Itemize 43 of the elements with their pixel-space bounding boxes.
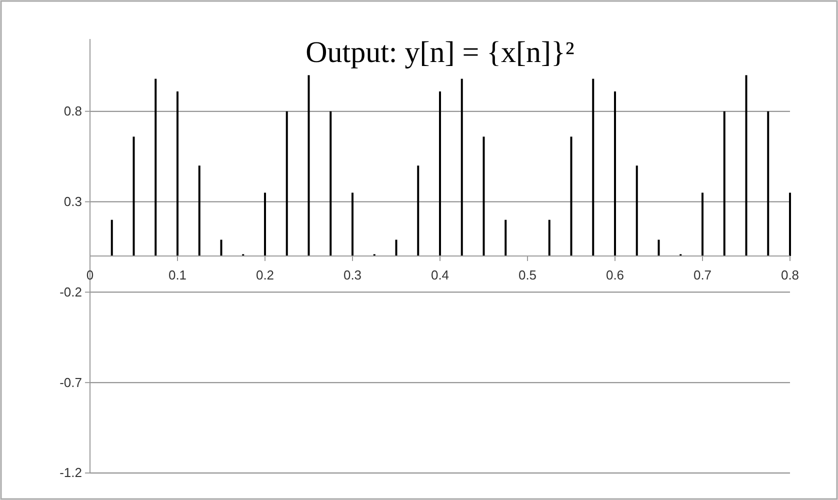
y-tick-label: -0.2: [60, 284, 82, 300]
x-tick-label: 0.3: [343, 268, 362, 283]
bar: [154, 78, 157, 256]
y-tick-label: 0.3: [64, 194, 82, 209]
bar: [548, 220, 550, 256]
bar: [614, 91, 616, 256]
y-tick-label: -0.7: [60, 374, 82, 390]
bar: [417, 166, 420, 256]
bar: [504, 220, 507, 256]
bar: [264, 192, 266, 256]
bar: [286, 111, 288, 256]
x-tick-label: 0.1: [168, 268, 187, 283]
bar: [789, 192, 791, 256]
bar: [636, 166, 638, 256]
bar: [176, 91, 178, 256]
bar: [308, 75, 310, 256]
bar: [110, 220, 113, 256]
bar: [439, 91, 441, 256]
bar: [658, 240, 660, 256]
bar: [395, 240, 398, 256]
bar: [220, 240, 222, 256]
bar: [330, 111, 332, 256]
x-tick-label: 0.4: [430, 268, 450, 283]
bar: [723, 111, 726, 256]
chart-title: Output: y[n] = {x[n]}²: [306, 36, 574, 69]
y-tick-label: -1.2: [60, 465, 82, 480]
bar: [767, 111, 770, 256]
y-tick-label: 0.8: [64, 103, 82, 118]
bar: [702, 192, 704, 256]
x-tick-label: 0.6: [606, 268, 624, 283]
x-tick-label: 0.8: [780, 268, 800, 283]
x-tick-label: 0: [86, 268, 94, 283]
x-tick-label: 0.2: [256, 268, 274, 283]
bar: [460, 78, 463, 256]
x-tick-label: 0.5: [518, 268, 537, 283]
bar: [198, 166, 200, 256]
bar: [745, 75, 748, 256]
bar: [132, 136, 135, 256]
bar: [570, 136, 572, 256]
bar: [352, 192, 354, 256]
bar: [592, 78, 594, 256]
x-tick-label: 0.7: [693, 268, 712, 283]
bar: [482, 136, 485, 256]
